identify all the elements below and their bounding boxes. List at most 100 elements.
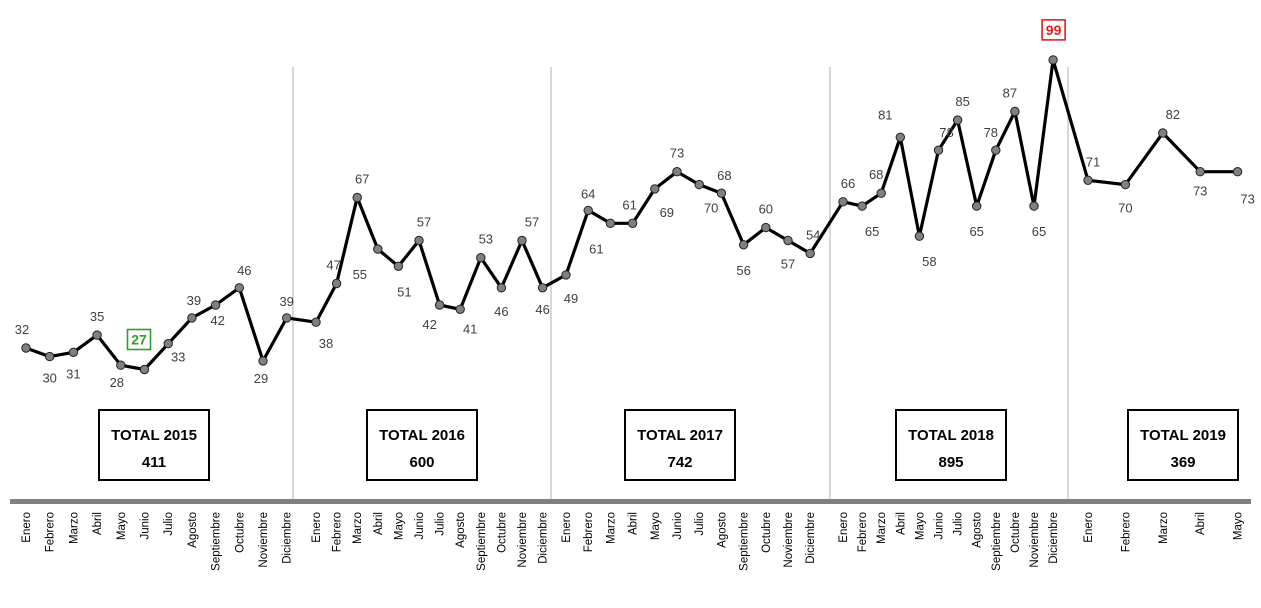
data-label: 32 <box>15 322 29 337</box>
data-label: 46 <box>535 302 549 317</box>
x-tick-label: Julio <box>435 512 447 536</box>
data-label: 31 <box>66 366 80 381</box>
x-tick-label: Mayo <box>914 512 926 540</box>
data-point <box>1048 55 1058 65</box>
x-tick-label: Febrero <box>857 512 869 552</box>
x-axis: Enero Febrero Marzo Abril Mayo Junio Julio Agos… <box>10 499 1251 571</box>
total-box-frame <box>366 409 478 481</box>
data-label: 87 <box>1003 86 1017 101</box>
x-tick-label: Octubre <box>1010 512 1022 553</box>
data-label: 51 <box>397 284 411 299</box>
x-tick-label: Junio <box>934 512 946 540</box>
x-tick-label: Diciembre <box>282 512 294 564</box>
x-tick-label: Septiembre <box>211 512 223 571</box>
year-separators <box>292 67 1069 500</box>
data-point <box>716 188 727 198</box>
data-point <box>187 313 197 323</box>
data-point <box>282 313 292 323</box>
data-point <box>139 364 150 375</box>
data-label: 73 <box>1193 184 1207 199</box>
data-point <box>1195 167 1205 177</box>
x-tick-label: Noviembre <box>783 512 795 568</box>
data-label: 65 <box>969 224 983 239</box>
data-label: 46 <box>237 263 251 278</box>
data-point <box>517 235 527 246</box>
x-tick-label: Marzo <box>68 512 80 544</box>
data-label: 54 <box>806 227 820 242</box>
data-label: 42 <box>422 317 436 332</box>
x-tick-label: Enero <box>21 512 33 543</box>
x-tick-label: Junio <box>140 512 152 540</box>
data-label: 41 <box>463 321 477 336</box>
x-tick-label: Enero <box>311 512 323 543</box>
x-tick-label: Abril <box>373 512 385 535</box>
data-point <box>783 235 793 246</box>
data-point <box>895 132 905 143</box>
total-box-2017: TOTAL 2017 742 <box>624 409 736 481</box>
max-value-label: 99 <box>1046 22 1062 38</box>
data-point <box>561 270 571 280</box>
x-tick-label: Agosto <box>972 512 984 548</box>
data-label: 78 <box>984 125 998 140</box>
total-box-frame <box>624 409 736 481</box>
data-label: 49 <box>564 291 578 306</box>
data-label: 82 <box>1166 107 1180 122</box>
data-point <box>210 300 221 310</box>
data-point <box>627 218 638 229</box>
x-tick-label: Abril <box>1195 512 1207 535</box>
data-label: 67 <box>355 172 369 187</box>
monthly-series <box>21 55 1243 375</box>
data-point <box>537 283 548 293</box>
total-title: TOTAL 2015 <box>111 427 197 444</box>
x-tick-label: Marzo <box>1158 512 1170 544</box>
data-label: 73 <box>1240 192 1254 207</box>
x-tick-label: Julio <box>694 512 706 536</box>
x-tick-label: Noviembre <box>258 512 270 568</box>
x-tick-label: Abril <box>92 512 104 535</box>
data-label: 46 <box>494 304 508 319</box>
data-point <box>476 253 486 263</box>
data-point <box>455 304 465 314</box>
data-point <box>805 248 815 259</box>
data-label: 65 <box>1032 224 1046 239</box>
x-tick-label: Mayo <box>116 512 128 540</box>
data-point <box>393 261 404 271</box>
x-tick-label: Febrero <box>1120 512 1132 552</box>
data-labels: 32 30 31 35 28 27 33 39 42 46 29 39 38 47 67 55 51 57 42 41… <box>15 19 1255 390</box>
data-label: 55 <box>353 267 367 282</box>
data-label: 70 <box>1118 201 1132 216</box>
x-tick-label: Agosto <box>455 512 467 548</box>
data-label: 28 <box>110 375 124 390</box>
data-point <box>311 317 321 327</box>
data-point <box>952 115 963 125</box>
data-label: 57 <box>417 215 431 230</box>
x-tick-label: Octubre <box>234 512 246 553</box>
data-label: 61 <box>589 241 603 256</box>
x-tick-label: Abril <box>628 512 640 535</box>
x-tick-label: Noviembre <box>517 512 529 568</box>
data-label: 68 <box>717 168 731 183</box>
x-tick-label: Julio <box>163 512 175 536</box>
x-tick-label: Mayo <box>650 512 662 540</box>
total-value: 369 <box>1170 454 1195 471</box>
total-box-2016: TOTAL 2016 600 <box>366 409 478 481</box>
data-point <box>857 201 867 211</box>
data-label: 39 <box>279 294 293 309</box>
x-tick-label: Marzo <box>352 512 364 544</box>
x-tick-label: Octubre <box>761 512 773 553</box>
x-tick-label: Enero <box>561 512 573 543</box>
data-point <box>163 339 173 349</box>
data-point <box>68 347 79 357</box>
x-tick-label: Enero <box>838 512 850 543</box>
data-label: 70 <box>704 201 718 216</box>
data-point <box>738 240 749 250</box>
x-tick-label: Junio <box>414 512 426 540</box>
total-value: 411 <box>142 454 166 471</box>
data-point <box>21 343 31 353</box>
x-tick-label: Diciembre <box>538 512 550 564</box>
data-label: 66 <box>841 176 855 191</box>
x-tick-label: Julio <box>953 512 965 536</box>
x-tick-label: Agosto <box>716 512 728 548</box>
min-value-label: 27 <box>131 332 147 348</box>
